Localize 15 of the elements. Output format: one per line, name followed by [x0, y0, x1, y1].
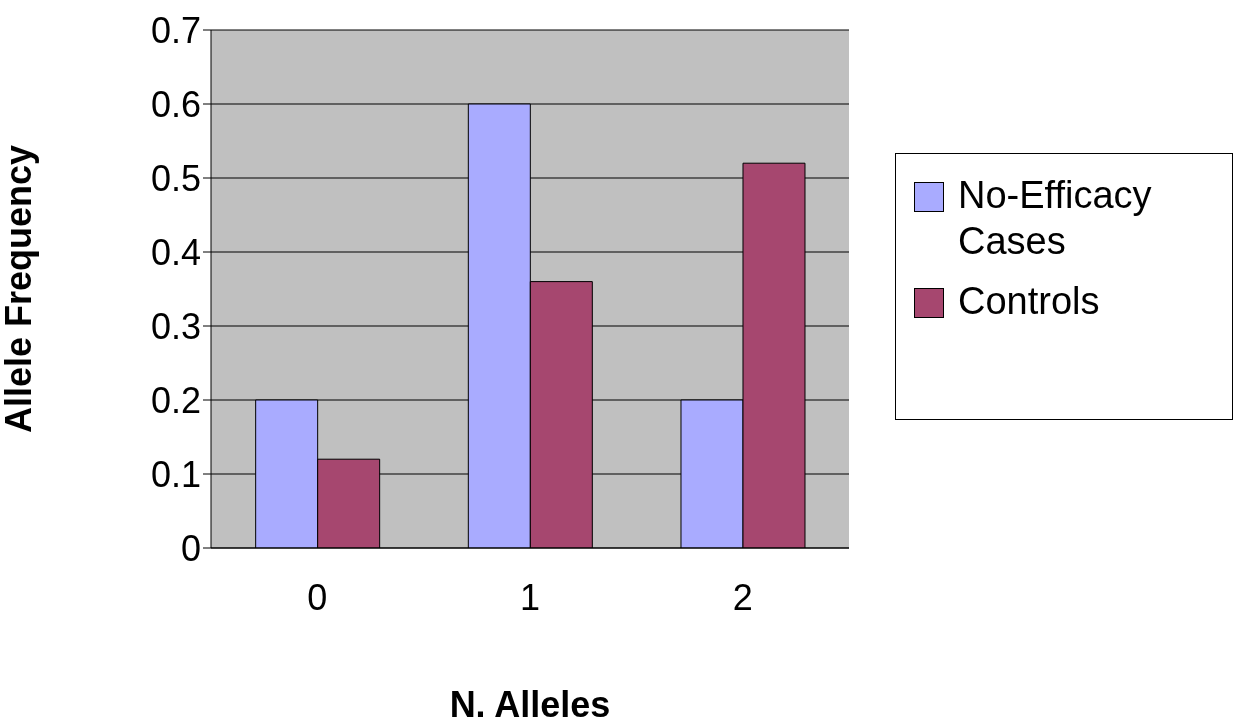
y-tick-label: 0.5	[150, 157, 201, 199]
y-tick-label: 0.1	[150, 453, 201, 495]
y-tick-label: 0.3	[150, 305, 201, 347]
y-axis-title: Allele Frequency	[0, 144, 39, 434]
y-tick-label: 0.6	[150, 83, 201, 125]
x-axis-title: N. Alleles	[449, 684, 611, 719]
y-tick-label: 0.2	[150, 379, 201, 421]
y-tick-label: 0.7	[150, 9, 201, 51]
y-tick-label: 0.4	[150, 231, 201, 273]
x-tick-label: 0	[307, 576, 328, 618]
legend-label: No-Efficacy Cases	[958, 173, 1153, 264]
x-tick-label: 1	[519, 576, 541, 618]
legend-label: Controls	[958, 279, 1101, 324]
y-tick-label: 0	[180, 527, 201, 569]
x-tick-label: 2	[732, 576, 753, 618]
